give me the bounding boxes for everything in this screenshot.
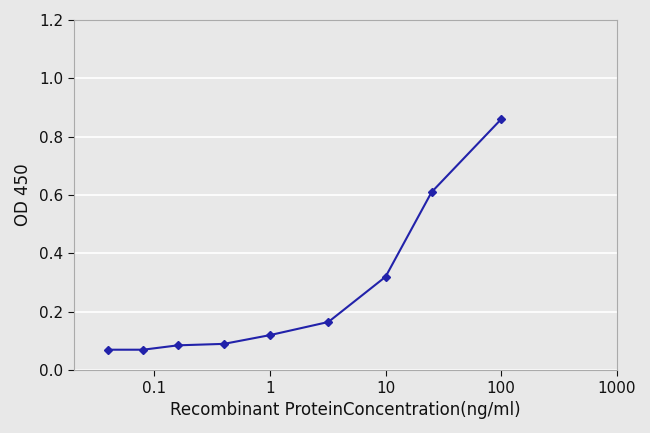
- Y-axis label: OD 450: OD 450: [14, 164, 32, 226]
- X-axis label: Recombinant ProteinConcentration(ng/ml): Recombinant ProteinConcentration(ng/ml): [170, 401, 521, 419]
